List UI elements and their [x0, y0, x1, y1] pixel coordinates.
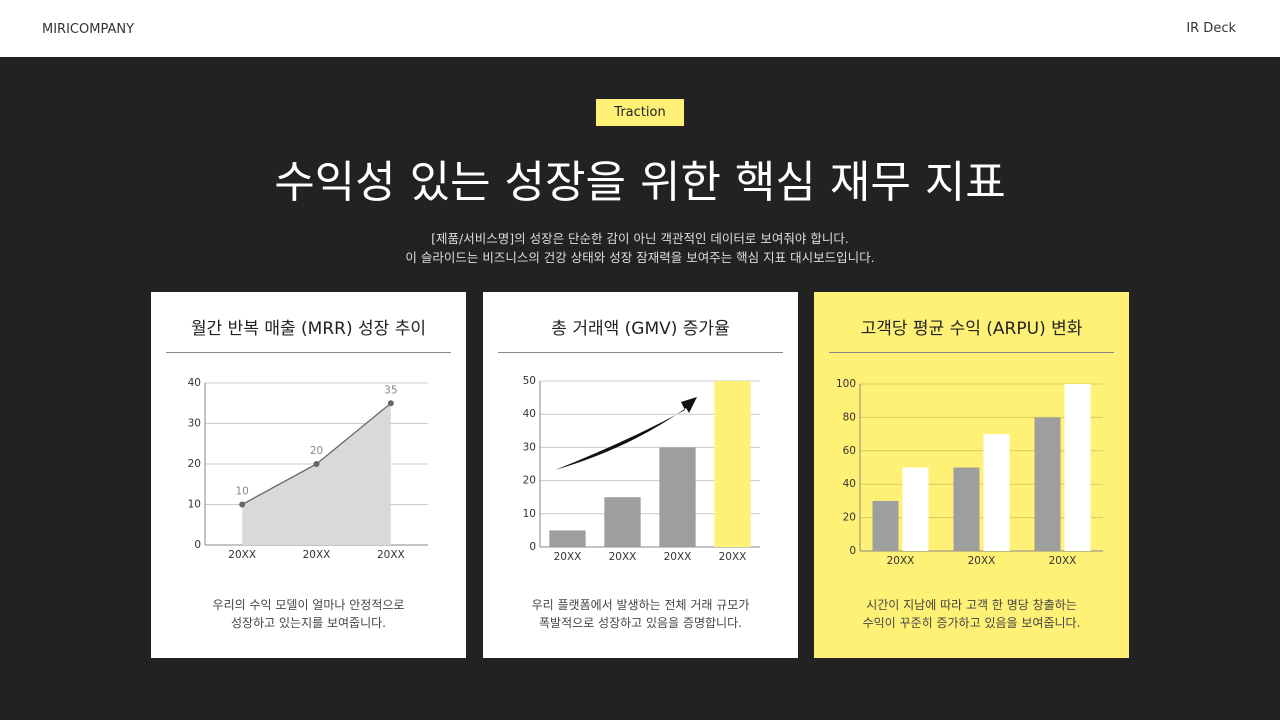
data-label: 10 [235, 486, 248, 498]
x-tick-label: 20XX [228, 549, 256, 561]
x-tick-label: 20XX [887, 555, 915, 567]
badge: Traction [596, 99, 684, 126]
slide-title: 수익성 있는 성장을 위한 핵심 재무 지표 [274, 157, 1006, 208]
subtitle: [제품/서비스명]의 성장은 단순한 감이 아닌 객관적인 데이터로 보여줘야 … [431, 231, 849, 246]
x-tick-label: 20XX [609, 551, 637, 563]
area [242, 403, 391, 545]
y-tick-label: 0 [194, 539, 201, 551]
y-tick-label: 20 [188, 458, 201, 470]
card-title: 월간 반복 매출 (MRR) 성장 추이 [191, 319, 426, 339]
bar [659, 447, 696, 547]
bar [872, 500, 899, 551]
point [387, 400, 394, 407]
bar [983, 434, 1010, 551]
data-label: 35 [384, 384, 397, 396]
y-tick-label: 40 [843, 478, 856, 490]
point [313, 461, 320, 467]
y-tick-label: 10 [523, 508, 536, 520]
x-tick-label: 20XX [664, 551, 692, 563]
bar [549, 530, 586, 547]
growth-arrow [555, 397, 697, 470]
y-tick-label: 10 [188, 499, 201, 511]
bar [902, 467, 929, 551]
bar [714, 381, 751, 547]
x-tick-label: 20XX [968, 555, 996, 567]
y-tick-label: 60 [843, 445, 856, 457]
caption: 우리의 수익 모델이 얼마나 안정적으로 [212, 598, 405, 612]
y-tick-label: 20 [523, 475, 536, 487]
y-tick-label: 50 [523, 375, 536, 387]
divider [498, 352, 783, 353]
caption: 폭발적으로 성장하고 있음을 증명합니다. [539, 616, 742, 630]
bar [1064, 384, 1091, 551]
x-tick-label: 20XX [554, 551, 582, 563]
y-tick-label: 0 [529, 541, 536, 553]
y-tick-label: 40 [523, 408, 536, 420]
y-tick-label: 40 [188, 377, 201, 389]
data-label: 20 [310, 445, 323, 457]
y-tick-label: 30 [188, 418, 201, 430]
y-tick-label: 0 [849, 545, 856, 557]
y-tick-label: 100 [836, 378, 856, 390]
x-tick-label: 20XX [1049, 555, 1077, 567]
y-tick-label: 80 [843, 411, 856, 423]
point [239, 501, 246, 508]
bar [1034, 417, 1061, 551]
divider [829, 352, 1114, 353]
x-tick-label: 20XX [303, 549, 331, 561]
caption: 성장하고 있는지를 보여줍니다. [231, 616, 386, 630]
y-tick-label: 20 [843, 512, 856, 524]
caption: 우리 플랫폼에서 발생하는 전체 거래 규모가 [531, 598, 750, 612]
y-tick-label: 30 [523, 441, 536, 453]
caption: 수익이 꾸준히 증가하고 있음을 보여줍니다. [862, 616, 1081, 630]
deck-label: IR Deck [1186, 21, 1236, 36]
brand: MIRICOMPANY [42, 22, 135, 37]
subtitle: 이 슬라이드는 비즈니스의 건강 상태와 성장 잠재력을 보여주는 핵심 지표 … [405, 250, 875, 265]
header: MIRICOMPANY IR Deck [0, 0, 1280, 57]
caption: 시간이 지남에 따라 고객 한 명당 창출하는 [866, 598, 1077, 612]
card-title: 총 거래액 (GMV) 증가율 [551, 319, 730, 339]
bar [953, 467, 980, 551]
card-title: 고객당 평균 수익 (ARPU) 변화 [860, 319, 1083, 339]
bar [604, 497, 641, 547]
divider [166, 352, 451, 353]
x-tick-label: 20XX [377, 549, 405, 561]
x-tick-label: 20XX [719, 551, 747, 563]
